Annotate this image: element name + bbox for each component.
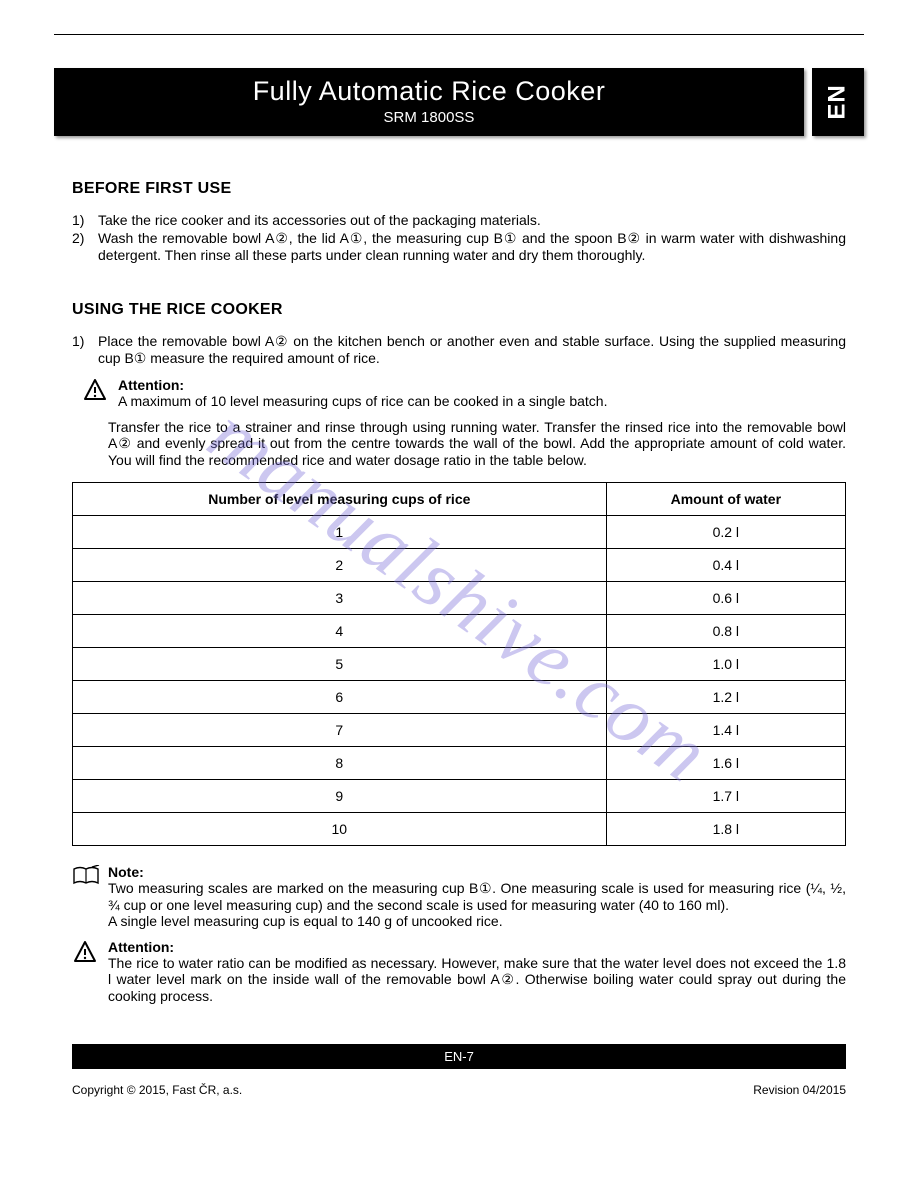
language-badge: EN — [812, 68, 864, 136]
using-list: 1) Place the removable bowl A② on the ki… — [72, 333, 846, 367]
callout-body: Attention: A maximum of 10 level measuri… — [118, 377, 846, 409]
table-row: 101.8 l — [73, 813, 846, 846]
note-text: A single level measuring cup is equal to… — [108, 913, 846, 929]
heading-before: BEFORE FIRST USE — [72, 180, 846, 198]
item-text: Take the rice cooker and its accessories… — [98, 212, 846, 228]
table-row: 61.2 l — [73, 681, 846, 714]
revision: Revision 04/2015 — [753, 1083, 846, 1097]
item-text: Place the removable bowl A② on the kitch… — [98, 333, 846, 367]
callout-body: Note: Two measuring scales are marked on… — [108, 864, 846, 929]
cell: 1.6 l — [606, 747, 845, 780]
note-callout: Note: Two measuring scales are marked on… — [72, 864, 846, 929]
language-code: EN — [824, 84, 852, 119]
title-bar: Fully Automatic Rice Cooker SRM 1800SS — [54, 68, 804, 136]
table-row: 40.8 l — [73, 615, 846, 648]
list-item: 2) Wash the removable bowl A②, the lid A… — [72, 230, 846, 263]
note-label: Note: — [108, 864, 846, 880]
cell: 9 — [73, 780, 607, 813]
rice-water-table: Number of level measuring cups of rice A… — [72, 482, 846, 846]
product-title: Fully Automatic Rice Cooker — [54, 76, 804, 107]
table-header: Amount of water — [606, 483, 845, 516]
attention-callout: Attention: A maximum of 10 level measuri… — [82, 377, 846, 409]
table-row: 81.6 l — [73, 747, 846, 780]
cell: 0.8 l — [606, 615, 845, 648]
note-icon — [72, 864, 108, 929]
item-number: 1) — [72, 212, 98, 228]
before-list: 1) Take the rice cooker and its accessor… — [72, 212, 846, 263]
cell: 0.4 l — [606, 549, 845, 582]
header: Fully Automatic Rice Cooker SRM 1800SS E… — [54, 68, 864, 136]
table-row: 20.4 l — [73, 549, 846, 582]
table-body: 10.2 l 20.4 l 30.6 l 40.8 l 51.0 l 61.2 … — [73, 516, 846, 846]
copyright: Copyright © 2015, Fast ČR, a.s. — [72, 1083, 242, 1097]
cell: 10 — [73, 813, 607, 846]
heading-using: USING THE RICE COOKER — [72, 301, 846, 319]
table-row: 51.0 l — [73, 648, 846, 681]
cell: 4 — [73, 615, 607, 648]
list-item: 1) Take the rice cooker and its accessor… — [72, 212, 846, 228]
list-item: 1) Place the removable bowl A② on the ki… — [72, 333, 846, 367]
cell: 8 — [73, 747, 607, 780]
cell: 6 — [73, 681, 607, 714]
cell: 7 — [73, 714, 607, 747]
item-number: 1) — [72, 333, 98, 367]
cell: 0.6 l — [606, 582, 845, 615]
warning-icon — [72, 939, 108, 1004]
table-row: 10.2 l — [73, 516, 846, 549]
table-header: Number of level measuring cups of rice — [73, 483, 607, 516]
table-row: 30.6 l — [73, 582, 846, 615]
attention-text: The rice to water ratio can be modified … — [108, 955, 846, 1004]
table-header-row: Number of level measuring cups of rice A… — [73, 483, 846, 516]
cell: 5 — [73, 648, 607, 681]
attention-label: Attention: — [108, 939, 846, 955]
cell: 1.4 l — [606, 714, 845, 747]
section-using: USING THE RICE COOKER 1) Place the remov… — [72, 301, 846, 1004]
cell: 1.7 l — [606, 780, 845, 813]
callout-body: Attention: The rice to water ratio can b… — [108, 939, 846, 1004]
attention-label: Attention: — [118, 377, 846, 393]
attention-callout: Attention: The rice to water ratio can b… — [72, 939, 846, 1004]
page-number-bar: EN-7 — [72, 1044, 846, 1069]
table-row: 91.7 l — [73, 780, 846, 813]
warning-icon — [82, 377, 118, 409]
attention-text: A maximum of 10 level measuring cups of … — [118, 393, 846, 409]
page-number: EN-7 — [444, 1049, 474, 1064]
cell: 0.2 l — [606, 516, 845, 549]
item-number: 2) — [72, 230, 98, 263]
cell: 2 — [73, 549, 607, 582]
section-before-first-use: BEFORE FIRST USE 1) Take the rice cooker… — [72, 180, 846, 263]
cell: 1 — [73, 516, 607, 549]
top-rule — [54, 34, 864, 35]
cell: 3 — [73, 582, 607, 615]
product-model: SRM 1800SS — [54, 109, 804, 126]
cell: 1.2 l — [606, 681, 845, 714]
cell: 1.0 l — [606, 648, 845, 681]
item-text: Wash the removable bowl A②, the lid A①, … — [98, 230, 846, 263]
note-text: Two measuring scales are marked on the m… — [108, 880, 846, 913]
content: BEFORE FIRST USE 1) Take the rice cooker… — [54, 180, 864, 1004]
footer-row: Copyright © 2015, Fast ČR, a.s. Revision… — [54, 1083, 864, 1097]
cell: 1.8 l — [606, 813, 845, 846]
table-row: 71.4 l — [73, 714, 846, 747]
transfer-paragraph: Transfer the rice to a strainer and rins… — [72, 419, 846, 468]
